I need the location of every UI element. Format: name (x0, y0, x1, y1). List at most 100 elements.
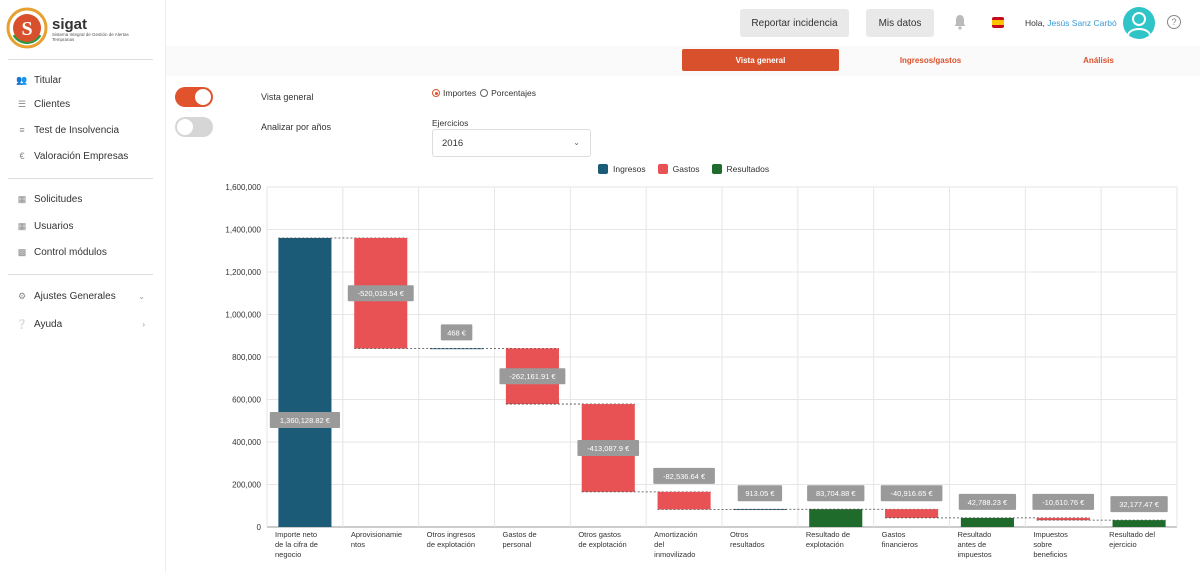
chevron-down-icon: ⌄ (573, 138, 580, 147)
radio-porcentajes-label: Porcentajes (491, 88, 536, 98)
bar-12[interactable] (1112, 520, 1166, 527)
bar-9[interactable] (885, 509, 939, 518)
x-tick-label: Resultado del (1109, 530, 1155, 539)
avatar[interactable] (1123, 7, 1155, 39)
legend-swatch (598, 164, 608, 174)
legend-item-resultados[interactable]: Resultados (711, 164, 770, 174)
bar-8[interactable] (809, 509, 863, 527)
radio-importes[interactable] (432, 89, 440, 97)
radio-importes-label: Importes (443, 88, 477, 98)
sidebar-item-solicitudes[interactable]: ▦ Solicitudes (16, 191, 151, 207)
ejercicios-value: 2016 (442, 137, 464, 149)
data-label: 468 € (447, 328, 467, 337)
x-tick-label: Aprovisionamie (351, 530, 402, 539)
help-icon[interactable]: ? (1167, 15, 1181, 29)
analizar-anos-toggle[interactable] (175, 117, 213, 137)
chevron-down-icon: ⌄ (138, 291, 145, 301)
bar-7[interactable] (733, 509, 787, 511)
legend-item-ingresos[interactable]: Ingresos (598, 164, 646, 174)
checklist-icon: ≡ (19, 125, 25, 135)
x-tick-label: de explotación (427, 540, 475, 549)
user-name-link[interactable]: Jesús Sanz Carbó (1047, 18, 1117, 28)
x-tick-label: antes de (958, 540, 987, 549)
data-label-box (269, 412, 341, 429)
x-tick-label: Otros gastos (578, 530, 621, 539)
my-data-button[interactable]: Mis datos (866, 9, 934, 37)
sidebar-item-label: Valoración Empresas (34, 150, 129, 162)
x-tick-label: inmovilizado (654, 550, 695, 559)
vista-general-label: Vista general (261, 92, 314, 102)
logo-mark-icon: S (6, 7, 48, 49)
data-label: -413,087.9 € (587, 444, 630, 453)
sidebar-item-valoracion[interactable]: € Valoración Empresas (16, 148, 151, 164)
data-label-box (1110, 496, 1168, 513)
bar-3[interactable] (430, 348, 484, 350)
legend-item-gastos[interactable]: Gastos (657, 164, 700, 174)
tab-analisis[interactable]: Análisis (1083, 55, 1114, 65)
tab-vista-general[interactable]: Vista general (682, 49, 839, 71)
sidebar-divider (8, 178, 153, 179)
bar-6[interactable] (657, 491, 711, 510)
amount-mode-radios: Importes Porcentajes (432, 88, 536, 98)
sidebar-item-control-modulos[interactable]: ▩ Control módulos (16, 244, 151, 260)
x-tick-label: Gastos de (503, 530, 537, 539)
users-icon: 👥 (16, 74, 28, 85)
sidebar-item-ajustes[interactable]: ⚙ Ajustes Generales ⌄ (16, 288, 151, 304)
legend-swatch (711, 164, 722, 174)
help-icon: ❔ (16, 318, 28, 329)
x-tick-label: Impuestos (1033, 530, 1068, 539)
sidebar-item-test-insolvencia[interactable]: ≡ Test de Insolvencia (16, 122, 151, 138)
x-tick-label: sobre (1033, 540, 1052, 549)
legend-label: Ingresos (613, 164, 646, 174)
sidebar-item-usuarios[interactable]: ▦ Usuarios (16, 218, 151, 234)
x-tick-label: explotación (806, 540, 844, 549)
bell-icon[interactable] (953, 14, 967, 30)
bar-10[interactable] (960, 517, 1014, 527)
data-label: 1,360,128.82 € (280, 416, 331, 425)
data-label: 42,788.23 € (968, 498, 1008, 507)
bar-11[interactable] (1036, 517, 1090, 521)
analizar-anos-label: Analizar por años (261, 122, 332, 132)
chart-legend: Ingresos Gastos Resultados (598, 164, 781, 174)
x-tick-label: Importe neto (275, 530, 317, 539)
data-label-box (1032, 493, 1095, 510)
sidebar-item-ayuda[interactable]: ❔ Ayuda › (16, 316, 151, 332)
y-tick-label: 1,600,000 (225, 183, 261, 192)
data-label-box (499, 368, 566, 385)
ejercicios-select[interactable]: 2016 ⌄ (432, 129, 591, 157)
bar-1[interactable] (278, 237, 332, 527)
legend-label: Gastos (672, 164, 700, 174)
sidebar-item-label: Ajustes Generales (34, 290, 116, 302)
euro-icon: € (19, 151, 25, 161)
data-label-box (347, 285, 414, 302)
sidebar-item-clientes[interactable]: ☰ Clientes (16, 96, 151, 112)
user-greeting: Hola, Jesús Sanz Carbó (1025, 18, 1117, 28)
data-label: -520,018.54 € (358, 289, 405, 298)
gear-icon: ⚙ (17, 290, 27, 301)
sidebar-item-label: Clientes (34, 98, 71, 110)
waterfall-chart: 0 200,000 400,000 600,000 800,000 1,000,000 1,… (225, 183, 1178, 559)
calendar-icon: ▩ (17, 246, 27, 257)
sidebar-divider (8, 59, 153, 60)
data-label: -40,916.65 € (891, 489, 934, 498)
vista-general-toggle[interactable] (175, 87, 213, 107)
x-tick-label: Otros (730, 530, 749, 539)
sidebar-item-label: Ayuda (34, 318, 63, 330)
data-label: -10,610.76 € (1042, 498, 1085, 507)
x-tick-label: impuestos (958, 550, 992, 559)
legend-swatch (657, 164, 668, 174)
sidebar-divider (8, 274, 153, 275)
x-tick-label: resultados (730, 540, 765, 549)
x-tick-label: Resultado (958, 530, 992, 539)
report-incident-button[interactable]: Reportar incidencia (740, 9, 849, 37)
legend-label: Resultados (726, 164, 770, 174)
tab-ingresos-gastos[interactable]: Ingresos/gastos (899, 55, 962, 65)
app-name: sigat (52, 16, 88, 33)
ejercicios-label: Ejercicios (432, 118, 469, 128)
spain-flag-icon[interactable] (992, 17, 1004, 28)
greeting-text: Hola, (1025, 18, 1045, 28)
main-content: Vista general Ingresos/gastos Análisis V… (166, 46, 1200, 573)
radio-porcentajes[interactable] (480, 89, 489, 97)
sidebar-item-titular[interactable]: 👥 Titular (16, 72, 151, 88)
app-logo[interactable]: S sigat Sistema Integral de Gestión de A… (6, 7, 156, 51)
